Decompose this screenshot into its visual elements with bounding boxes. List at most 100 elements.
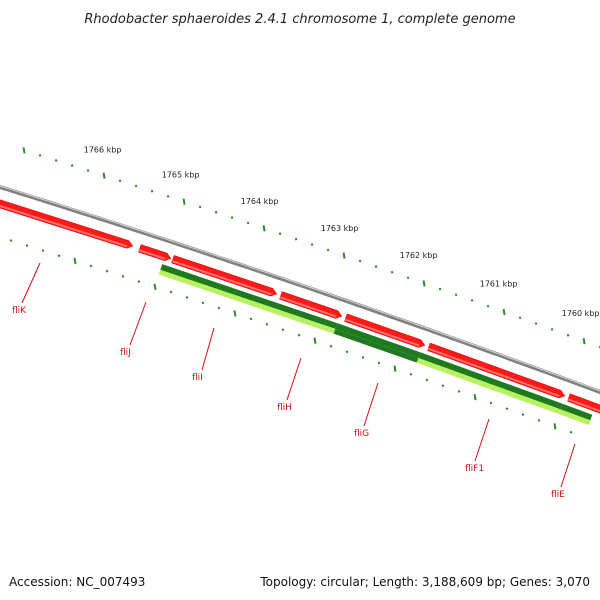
tick-mark: [374, 265, 378, 269]
tick-mark: [422, 280, 426, 287]
tick-mark: [230, 216, 234, 220]
gene-label-fliG[interactable]: fliG: [354, 429, 369, 439]
tick-mark: [118, 179, 122, 183]
tick-mark: [134, 184, 138, 188]
gene-shade-fliG: [344, 318, 420, 347]
tick-mark: [169, 290, 173, 294]
tick-mark: [57, 254, 61, 258]
tick-mark: [582, 337, 586, 345]
tick-mark: [294, 237, 298, 241]
tick-mark: [470, 299, 474, 302]
tick-mark: [217, 306, 221, 310]
kbp-label: 1761 kbp: [480, 279, 518, 288]
gene-shade-fliH: [279, 296, 337, 318]
backbone-highlight: [0, 185, 600, 392]
tick-mark: [569, 430, 573, 434]
reverse-band-light: [416, 357, 561, 415]
tick-mark: [198, 205, 202, 209]
tick-mark: [310, 243, 314, 247]
tick-mark: [153, 283, 157, 291]
tick-mark: [233, 310, 237, 317]
tick-mark: [553, 423, 557, 430]
tick-mark: [425, 378, 429, 382]
tick-mark: [342, 252, 346, 259]
gene-arrow-fliI[interactable]: [171, 255, 278, 297]
gene-leader-line: [560, 443, 576, 488]
tick-mark: [249, 317, 253, 321]
tick-mark: [9, 239, 13, 243]
gene-leader-line: [129, 301, 147, 346]
gene-label-fliI[interactable]: fliI: [192, 373, 203, 383]
tick-mark: [281, 328, 285, 332]
tick-mark: [473, 393, 477, 401]
gene-shade-fliF1: [427, 347, 560, 398]
outer-tick-track: [22, 147, 600, 349]
tick-mark: [265, 322, 269, 326]
tick-mark: [262, 225, 266, 232]
kbp-label: 1762 kbp: [400, 251, 438, 260]
tick-mark: [345, 350, 349, 354]
kbp-label: 1765 kbp: [162, 171, 200, 180]
gene-label-fliK[interactable]: fliK: [12, 306, 27, 316]
reverse-band-dark: [418, 352, 563, 410]
tick-mark: [505, 407, 509, 411]
tick-mark: [73, 257, 77, 265]
tick-mark: [22, 147, 26, 154]
tick-mark: [214, 210, 218, 214]
tick-mark: [246, 221, 250, 225]
tick-mark: [441, 384, 445, 388]
tick-mark: [377, 361, 381, 365]
gene-leader-line: [21, 262, 41, 304]
tick-mark: [361, 355, 365, 359]
tick-mark: [393, 365, 397, 372]
gene-label-fliE[interactable]: fliE: [551, 490, 565, 500]
tick-mark: [486, 304, 490, 308]
tick-mark: [550, 327, 554, 331]
kbp-label: 1766 kbp: [84, 146, 122, 155]
tick-mark: [102, 172, 106, 179]
tick-mark: [105, 269, 109, 273]
reverse-band-dark: [335, 323, 421, 358]
gene-label-fliF1[interactable]: fliF1: [465, 464, 484, 474]
tick-mark: [390, 270, 394, 274]
tick-mark: [182, 198, 186, 205]
tick-mark: [502, 308, 506, 316]
tick-mark: [185, 295, 189, 299]
tick-mark: [537, 418, 541, 422]
backbone-line: [0, 184, 600, 395]
tick-mark: [121, 274, 125, 278]
tick-mark: [409, 372, 413, 376]
gene-label-fliJ[interactable]: fliJ: [120, 348, 131, 358]
tick-mark: [521, 413, 525, 417]
reverse-band-light: [333, 328, 419, 363]
tick-mark: [54, 158, 58, 162]
gene-label-fliH[interactable]: fliH: [277, 403, 292, 413]
topology-text: Topology: circular; Length: 3,188,609 bp…: [259, 575, 590, 589]
tick-mark: [489, 401, 493, 405]
tick-mark: [313, 337, 317, 344]
tick-mark: [278, 232, 282, 236]
tick-mark: [137, 280, 141, 284]
gene-shade-fliK: [0, 204, 128, 248]
backbone: [0, 184, 600, 395]
gene-shade-fliJ: [138, 249, 166, 260]
tick-mark: [166, 194, 170, 198]
gene-arrow-fliJ[interactable]: [138, 244, 172, 261]
kbp-label: 1760 kbp: [562, 309, 600, 318]
tick-mark: [201, 301, 205, 305]
gene-arrow-fliK[interactable]: [0, 192, 134, 249]
reverse-genes: [158, 264, 593, 426]
tick-mark: [438, 287, 442, 291]
kbp-label: 1763 kbp: [321, 224, 359, 233]
accession-text: Accession: NC_007493: [9, 575, 145, 589]
tick-mark: [329, 344, 333, 348]
tick-mark: [86, 169, 90, 173]
tick-mark: [518, 316, 522, 320]
tick-mark: [566, 333, 570, 337]
tick-mark: [457, 389, 461, 393]
tick-mark: [326, 248, 330, 252]
map-title: Rhodobacter sphaeroides 2.4.1 chromosome…: [84, 12, 515, 27]
reverse-band-dark: [560, 403, 593, 421]
tick-mark: [150, 189, 154, 193]
